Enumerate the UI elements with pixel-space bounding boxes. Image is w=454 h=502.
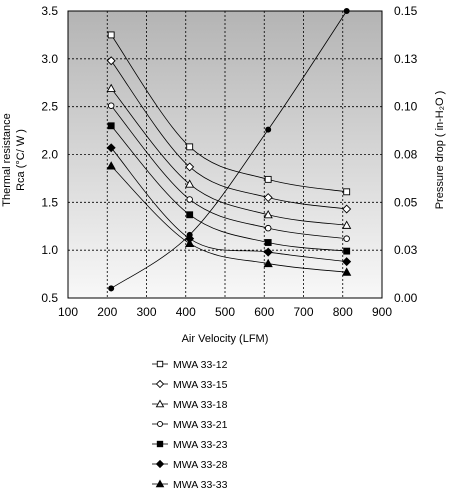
series-line [110, 147, 347, 263]
legend-entry: MWA 33-18 [152, 399, 228, 411]
marker-circle [108, 285, 115, 292]
series-line [110, 125, 347, 252]
marker-triangle [155, 479, 165, 488]
y2-tick-label: 0.03 [394, 243, 418, 257]
legend: MWA 33-12 MWA 33-15 MWA 33-18 MWA 33-21 MWA … [152, 359, 228, 491]
y-tick-label: 1.5 [41, 195, 58, 209]
series-line [110, 105, 347, 240]
y2-tick-label: 0.08 [394, 148, 418, 162]
y2-axis-label: Pressure drop ( in-H₂O ) [434, 91, 446, 210]
legend-label: MWA 33-12 [173, 359, 228, 371]
y-axis-label-line1: Thermal resistance [1, 113, 13, 207]
y-tick-label: 3.0 [41, 52, 58, 66]
legend-entry: MWA 33-28 [152, 459, 228, 471]
marker-diamond [155, 379, 165, 389]
series-line [110, 60, 347, 210]
marker-circle [265, 126, 272, 133]
marker-diamond [342, 257, 352, 267]
x-tick-label: 800 [333, 305, 353, 319]
marker-triangle [185, 238, 195, 248]
marker-circle [343, 7, 350, 15]
axes: 100 200 300 400 500 600 700 800 900 0.5 1.0 1.5 2.0 2… [41, 4, 417, 319]
y-axis-label-line2: Rca (°C/ W ) [15, 129, 27, 191]
legend-label: MWA 33-15 [173, 379, 228, 391]
y-tick-label: 1.0 [41, 243, 58, 257]
marker-diamond [106, 143, 116, 153]
x-tick-label: 300 [136, 305, 156, 319]
marker-triangle [342, 267, 352, 276]
marker-square [343, 188, 351, 196]
marker-circle [186, 231, 193, 238]
marker-triangle [342, 220, 352, 229]
marker-square [107, 122, 115, 130]
marker-diamond [155, 459, 165, 469]
y2-tick-label: 0.05 [394, 195, 418, 209]
series-pressure-drop [108, 7, 350, 292]
marker-diamond [342, 204, 352, 214]
marker-diamond [185, 162, 195, 172]
x-tick-label: 600 [254, 305, 274, 319]
marker-square [107, 31, 115, 39]
marker-diamond [263, 193, 273, 203]
marker-triangle [263, 258, 273, 268]
marker-triangle [155, 399, 165, 408]
series-line [110, 34, 347, 193]
series-mwa-33-15 [106, 56, 352, 214]
marker-square [186, 211, 194, 219]
series-layer [106, 7, 352, 292]
y2-tick-label: 0.10 [394, 100, 418, 114]
x-axis-label: Air Velocity (LFM) [182, 333, 269, 345]
y2-tick-label: 0.15 [394, 4, 418, 18]
series-line [110, 165, 347, 273]
series-mwa-33-33 [106, 161, 352, 276]
marker-square [186, 143, 194, 151]
marker-triangle [263, 209, 273, 219]
legend-label: MWA 33-28 [173, 459, 228, 471]
x-tick-label: 500 [215, 305, 235, 319]
y-tick-label: 2.5 [41, 100, 58, 114]
marker-square [343, 247, 351, 255]
series-mwa-33-28 [106, 143, 352, 267]
y2-tick-label: 0.13 [394, 52, 418, 66]
legend-label: MWA 33-21 [173, 419, 228, 431]
marker-circle [343, 235, 350, 242]
marker-triangle [185, 179, 195, 188]
series-mwa-33-18 [106, 83, 352, 229]
marker-circle [107, 102, 115, 109]
marker-triangle [106, 161, 116, 170]
y2-tick-label: 0.00 [394, 291, 418, 305]
x-tick-label: 200 [97, 305, 117, 319]
legend-entry: MWA 33-12 [152, 359, 228, 371]
series-line [110, 10, 348, 289]
marker-diamond [263, 247, 273, 257]
series-mwa-33-12 [107, 31, 351, 196]
y-tick-label: 0.5 [41, 291, 58, 305]
marker-square [156, 440, 164, 448]
series-mwa-33-21 [107, 102, 350, 242]
x-tick-label: 700 [293, 305, 313, 319]
y-tick-label: 2.0 [41, 148, 58, 162]
marker-circle [186, 196, 193, 203]
marker-square [264, 175, 272, 183]
legend-label: MWA 33-33 [173, 479, 228, 491]
series-line [110, 88, 347, 226]
x-tick-label: 400 [176, 305, 196, 319]
series-mwa-33-23 [107, 122, 351, 255]
legend-label: MWA 33-18 [173, 399, 228, 411]
x-tick-label: 100 [58, 305, 78, 319]
marker-diamond [106, 56, 116, 66]
marker-square [264, 239, 272, 246]
marker-circle [264, 224, 272, 232]
marker-triangle [106, 83, 116, 93]
marker-square [156, 360, 164, 368]
x-tick-label: 900 [372, 305, 392, 319]
legend-label: MWA 33-23 [173, 439, 228, 451]
legend-entry: MWA 33-15 [152, 379, 228, 391]
y-tick-label: 3.5 [41, 4, 58, 18]
marker-circle [156, 420, 164, 428]
legend-entry: MWA 33-33 [152, 479, 228, 491]
legend-entry: MWA 33-21 [152, 419, 228, 431]
legend-entry: MWA 33-23 [152, 439, 228, 451]
